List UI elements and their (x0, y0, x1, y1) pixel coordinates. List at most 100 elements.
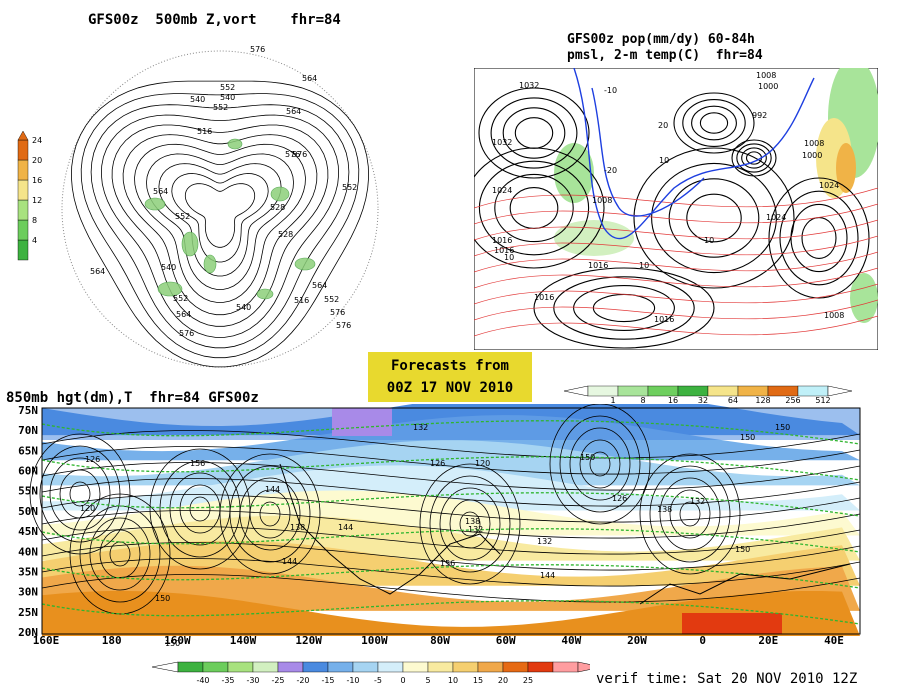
panel-850mb-colorbar: -40 -35 -30 -25 -20 -15 -10 -5 0 5 10 15 20 25 (151, 661, 590, 685)
colorbar-swatch (352, 661, 379, 673)
colorbar-tick: -15 (321, 676, 334, 685)
isotherm (41, 600, 861, 625)
contour-label: 576 (336, 321, 351, 330)
height-contour (89, 517, 151, 591)
isobar (573, 285, 675, 331)
colorbar-swatch (202, 661, 229, 673)
colorbar-swatch (177, 661, 204, 673)
isobar (673, 92, 755, 154)
height-contour (239, 477, 301, 551)
colorbar-swatch (552, 661, 579, 673)
isobar (741, 147, 767, 169)
colorbar-tick: -20 (296, 676, 309, 685)
colorbar-tick: 20 (498, 676, 508, 685)
height-contour (219, 453, 321, 575)
latitude-label: 40N (18, 545, 38, 558)
contour-label: 1032 (519, 81, 539, 90)
isotherm (41, 456, 861, 481)
height-contour (439, 487, 501, 561)
contour-label: 564 (90, 267, 105, 276)
colorbar-tick: 16 (668, 396, 678, 404)
contour-label: 126 (612, 494, 627, 503)
contour-label: 564 (153, 187, 168, 196)
contour-label: 144 (540, 571, 555, 580)
vorticity-max (256, 288, 274, 300)
contour-label: 126 (85, 455, 100, 464)
freezing-line (573, 68, 815, 240)
contour-label: 552 (220, 83, 235, 92)
isobar (668, 178, 760, 258)
colorbar-swatch (477, 661, 504, 673)
contour-label: 10 (659, 156, 669, 165)
longitude-label: 0 (699, 634, 706, 647)
isobar (691, 105, 737, 141)
panel-pop-title-1: GFS00z pop(mm/dy) 60-84h (567, 32, 755, 47)
height-contour (579, 439, 621, 489)
vorticity-max (144, 197, 166, 211)
colorbar-swatch (402, 661, 429, 673)
height-contour (80, 93, 360, 359)
latitude-label: 20N (18, 626, 38, 639)
contour-label: 992 (752, 111, 767, 120)
temperature-contour (474, 315, 878, 337)
isobar (553, 276, 695, 340)
contour-label: 132 (537, 537, 552, 546)
colorbar-arrow (827, 385, 853, 397)
contour-label: 552 (175, 212, 190, 221)
height-contour (134, 143, 306, 303)
contour-label: 564 (176, 310, 191, 319)
cold-air-mass (42, 408, 860, 440)
colorbar-tick: 15 (473, 676, 483, 685)
contour-label: 1016 (588, 261, 608, 270)
longitude-label: 100W (361, 634, 388, 647)
colorbar-arrow (577, 661, 590, 673)
height-contour (41, 494, 861, 523)
temperature-band (42, 590, 860, 636)
vorticity-max (203, 254, 217, 274)
contour-label: 564 (286, 107, 301, 116)
contour-label: 138 (657, 505, 672, 514)
contour-label: 144 (282, 557, 297, 566)
latitude-label: 45N (18, 525, 38, 538)
precip-area (554, 220, 634, 256)
contour-label: 1024 (492, 186, 512, 195)
colorbar-tick: 25 (523, 676, 533, 685)
contour-label: 552 (213, 103, 228, 112)
height-contour (41, 430, 861, 459)
contour-label: 1008 (592, 196, 612, 205)
colorbar-tick: -40 (196, 676, 209, 685)
contour-label: 144 (265, 485, 280, 494)
longitude-label: 20E (758, 634, 778, 647)
colorbar-tick: 0 (400, 676, 405, 685)
height-contour (189, 496, 211, 522)
height-contour (70, 80, 370, 368)
isobar (490, 97, 578, 169)
colorbar-swatch (17, 219, 29, 241)
panel-500mb-colorbar: 24 20 16 12 8 4 (17, 130, 42, 261)
colorbar-tick: 20 (32, 156, 42, 165)
contour-label: 1016 (534, 293, 554, 302)
isobar (682, 99, 746, 147)
isobar (790, 203, 848, 273)
height-contour (99, 529, 141, 579)
colorbar-swatch (17, 199, 29, 221)
contour-label: 516 (294, 296, 309, 305)
longitude-label: 160W (164, 634, 191, 647)
colorbar-tick: 128 (755, 396, 770, 404)
colorbar-swatch (227, 661, 254, 673)
contour-label: 1016 (492, 236, 512, 245)
contour-label: 150 (155, 594, 170, 603)
colorbar-tick: -25 (271, 676, 284, 685)
colorbar-arrow (563, 385, 589, 397)
height-contour (41, 574, 861, 603)
panel-500mb-title: GFS00z 500mb Z,vort fhr=84 (88, 12, 341, 28)
height-contour (649, 465, 731, 563)
height-contour (158, 163, 282, 277)
colorbar-swatch (737, 385, 769, 397)
panel-850mb-map: 75N 70N 65N 60N 55N 50N 45N 40N 35N 30N 25N 20N 160… (18, 404, 861, 648)
height-contour (41, 478, 861, 507)
coastline (279, 463, 501, 595)
colorbar-tick: -10 (346, 676, 359, 685)
isobar (494, 173, 574, 243)
height-contour (679, 501, 701, 527)
